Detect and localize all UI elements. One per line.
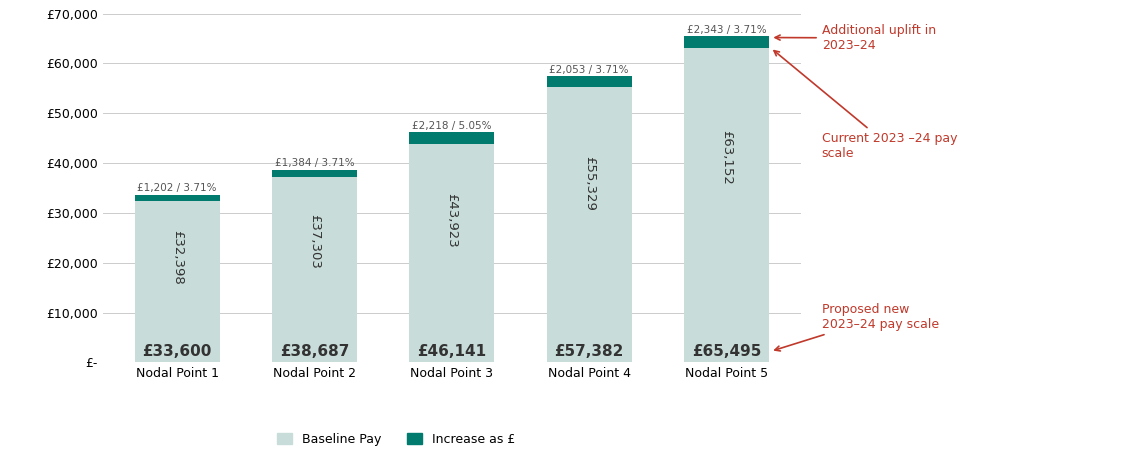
Text: Proposed new
2023–24 pay scale: Proposed new 2023–24 pay scale bbox=[774, 303, 939, 351]
Bar bbox=[135, 195, 220, 201]
Text: £63,152: £63,152 bbox=[720, 130, 733, 185]
Text: £43,923: £43,923 bbox=[445, 193, 459, 247]
Text: Current 2023 –24 pay
scale: Current 2023 –24 pay scale bbox=[774, 51, 958, 160]
Text: £2,218 / 5.05%: £2,218 / 5.05% bbox=[412, 121, 492, 131]
Text: £46,141: £46,141 bbox=[418, 344, 486, 359]
Legend: Baseline Pay, Increase as £: Baseline Pay, Increase as £ bbox=[272, 428, 519, 451]
Bar bbox=[684, 36, 769, 48]
Text: £2,053 / 3.71%: £2,053 / 3.71% bbox=[549, 65, 629, 75]
Bar bbox=[547, 87, 631, 362]
Bar bbox=[410, 144, 494, 362]
Text: £65,495: £65,495 bbox=[692, 344, 761, 359]
Text: £32,398: £32,398 bbox=[170, 230, 184, 285]
Text: £38,687: £38,687 bbox=[280, 344, 349, 359]
Text: £1,384 / 3.71%: £1,384 / 3.71% bbox=[275, 158, 355, 168]
Bar bbox=[547, 77, 631, 87]
Bar bbox=[135, 201, 220, 362]
Bar bbox=[684, 48, 769, 362]
Text: Additional uplift in
2023–24: Additional uplift in 2023–24 bbox=[776, 24, 936, 52]
Text: £33,600: £33,600 bbox=[143, 344, 212, 359]
Bar bbox=[272, 177, 357, 362]
Text: £57,382: £57,382 bbox=[555, 344, 623, 359]
Text: £55,329: £55,329 bbox=[582, 156, 596, 211]
Bar bbox=[410, 132, 494, 144]
Bar bbox=[272, 169, 357, 177]
Text: £2,343 / 3.71%: £2,343 / 3.71% bbox=[686, 24, 766, 34]
Text: £37,303: £37,303 bbox=[308, 214, 321, 269]
Text: £1,202 / 3.71%: £1,202 / 3.71% bbox=[137, 183, 217, 193]
